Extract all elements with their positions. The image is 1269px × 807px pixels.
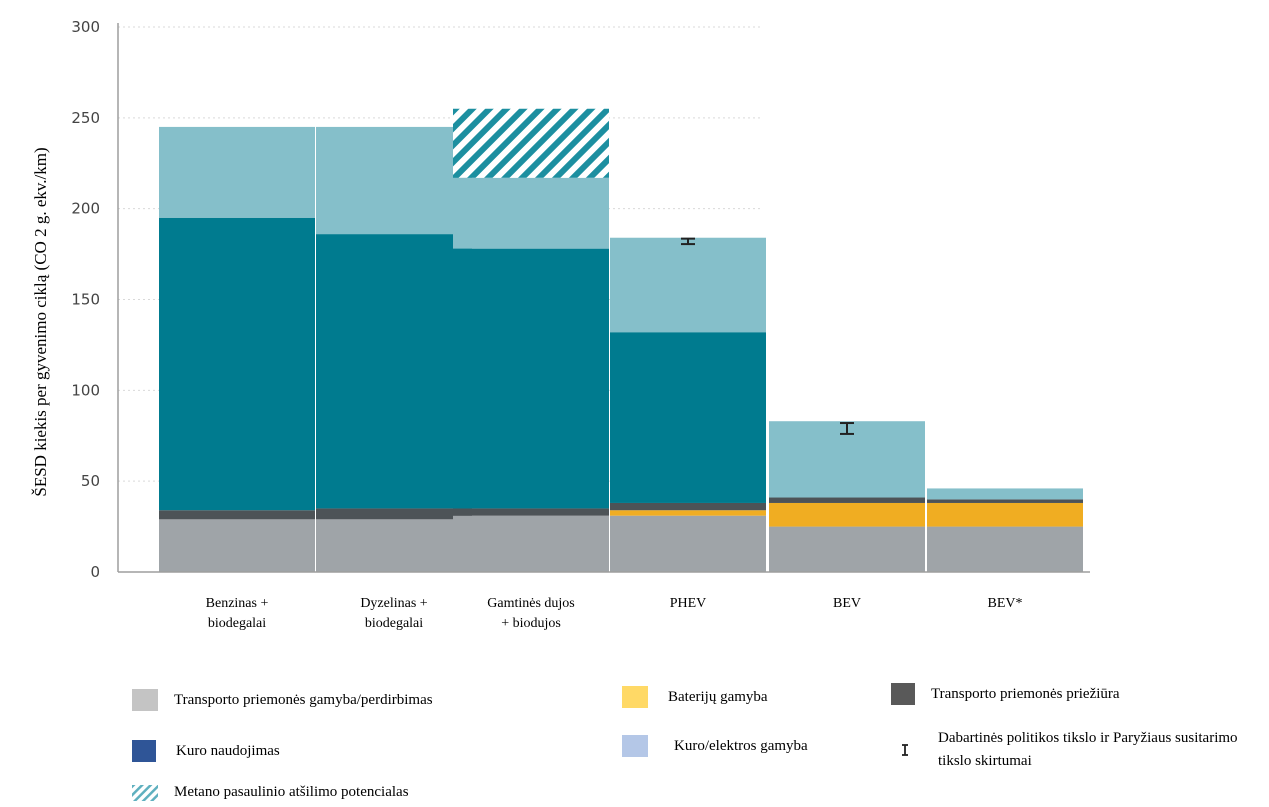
- bar-segment: [610, 515, 766, 572]
- errorbar-icon: [902, 744, 908, 756]
- x-category-label: PHEV: [670, 596, 707, 611]
- legend-item-vehicle-production: Transporto priemonės gamyba/perdirbimas: [132, 689, 433, 711]
- legend-swatch-fuel-production: [622, 735, 648, 757]
- bar-segment: [453, 508, 609, 516]
- legend-swatch-fuel-use: [132, 740, 156, 762]
- y-tick-label: 250: [71, 109, 100, 127]
- bar-segment: [610, 332, 766, 503]
- axes: [117, 23, 1090, 573]
- bar-segment: [927, 488, 1083, 500]
- legend-label: Dabartinės politikos tikslo ir Paryžiaus…: [938, 730, 1238, 769]
- legend-label: Transporto priemonės gamyba/perdirbimas: [174, 691, 433, 708]
- x-category-label: Benzinas + biodegalai: [206, 596, 269, 631]
- bar-segment: [610, 502, 766, 511]
- bar-segment: [453, 248, 609, 509]
- bar-segment: [316, 126, 472, 235]
- legend-swatch-vehicle-maintenance: [891, 683, 915, 705]
- bar-segment: [769, 502, 925, 527]
- hatch-swatch-icon: [132, 784, 158, 801]
- bar-segment: [453, 515, 609, 572]
- error-bars: [681, 237, 854, 435]
- bar-segment: [159, 217, 315, 511]
- bar-segment: [159, 510, 315, 520]
- bar-segment: [159, 126, 315, 218]
- bar-segment: [927, 502, 1083, 527]
- legend-item-battery-production: Baterijų gamyba: [622, 686, 768, 708]
- bar-segment: [316, 234, 472, 509]
- y-tick-label: 50: [81, 472, 100, 490]
- legend-item-fuel-use: Kuro naudojimas: [132, 740, 280, 762]
- legend-label: Kuro/elektros gamyba: [674, 737, 808, 754]
- bar-segment: [316, 508, 472, 520]
- bar-segment: [453, 177, 609, 249]
- bar-segment: [927, 526, 1083, 572]
- y-tick-label: 300: [71, 18, 100, 36]
- x-category-label: BEV*: [988, 596, 1023, 611]
- bar-segment: [159, 519, 315, 572]
- y-tick-label: 100: [71, 381, 100, 399]
- y-tick-label: 150: [71, 291, 100, 309]
- legend-label: Transporto priemonės priežiūra: [931, 685, 1120, 702]
- x-category-labels: Benzinas + biodegalai Dyzelinas + biodegala…: [206, 596, 1023, 631]
- bar-segment: [769, 526, 925, 572]
- bar-segment: [927, 499, 1083, 503]
- legend-label: Kuro naudojimas: [176, 742, 280, 759]
- legend-swatch-vehicle-production: [132, 689, 158, 711]
- bars: [159, 108, 1083, 572]
- y-axis-title: ŠESD kiekis per gyvenimo ciklą (CO 2 g. …: [31, 147, 50, 496]
- legend-label: Metano pasaulinio atšilimo potencialas: [174, 784, 409, 800]
- legend-item-methane-gwp: Metano pasaulinio atšilimo potencialas: [132, 784, 409, 801]
- legend-item-fuel-production: Kuro/elektros gamyba: [622, 735, 808, 757]
- y-tick-label: 0: [90, 563, 100, 581]
- legend-item-policy-gap: Dabartinės politikos tikslo ir Paryžiaus…: [898, 727, 1258, 773]
- bar-segment: [769, 497, 925, 503]
- bar-segment: [610, 237, 766, 333]
- x-category-label: Gamtinės dujos + biodujos: [487, 596, 575, 631]
- bar-segment: [316, 519, 472, 572]
- bar-segment: [610, 510, 766, 516]
- x-category-label: Dyzelinas + biodegalai: [360, 596, 427, 631]
- y-tick-labels: 0 50 100 150 200 250 300: [71, 18, 100, 581]
- x-category-label: BEV: [833, 596, 861, 611]
- y-tick-label: 200: [71, 200, 100, 218]
- bar-segment: [453, 108, 609, 178]
- legend-label: Baterijų gamyba: [668, 688, 768, 705]
- legend-item-vehicle-maintenance: Transporto priemonės priežiūra: [891, 683, 1120, 705]
- legend-swatch-battery-production: [622, 686, 648, 708]
